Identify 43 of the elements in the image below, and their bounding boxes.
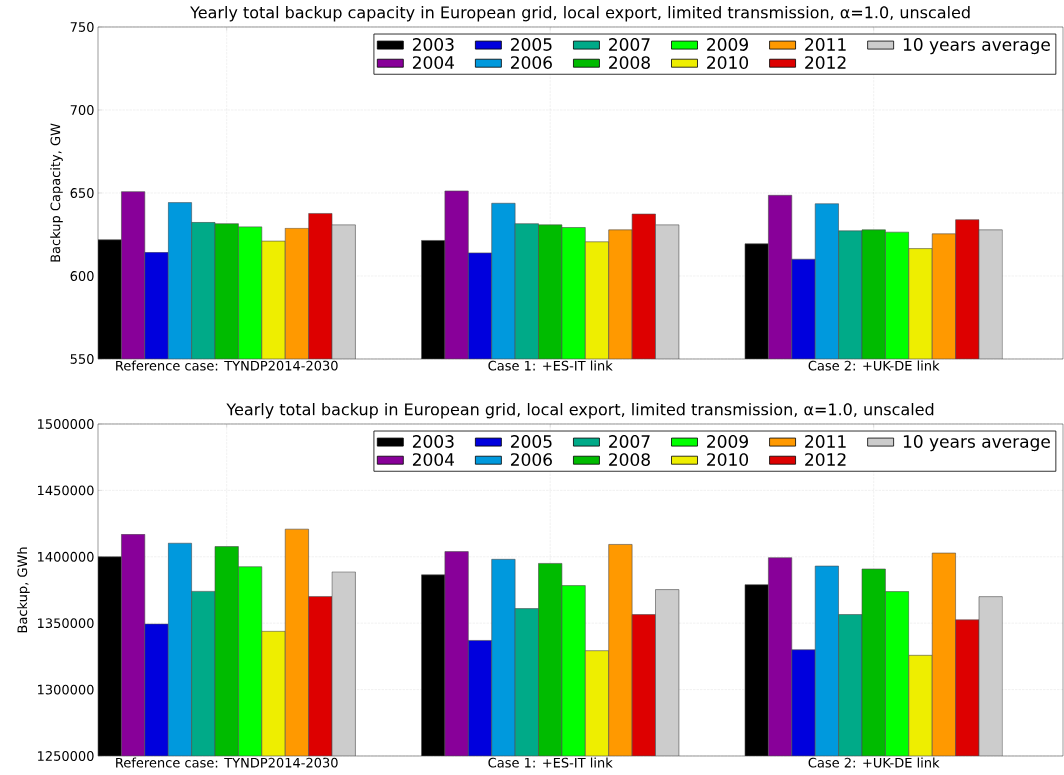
legend-label: 2006 [511, 56, 552, 69]
y-tick-label: 750 [70, 22, 94, 32]
legend-label: 2008 [609, 453, 650, 466]
x-tick-label: Case 2: +UK-DE link [808, 757, 940, 768]
y-tick-label: 1300000 [38, 684, 94, 695]
legend-label: 2011 [805, 38, 846, 51]
x-tick-label: Case 2: +UK-DE link [808, 360, 940, 371]
y-tick-label: 1500000 [38, 419, 94, 429]
legend-label: 10 years average [903, 435, 1050, 452]
legend-label: 2004 [412, 453, 455, 466]
legend-label: 2008 [609, 56, 650, 69]
legend-label: 2012 [805, 453, 846, 466]
y-tick-label: 1350000 [38, 618, 94, 629]
legend-label: 2003 [412, 38, 454, 51]
legend-label: 2004 [412, 56, 455, 69]
chart-title: Yearly total backup in European grid, local export, limited transmission, α=1.0, unscaled [226, 402, 934, 419]
legend-label: 2012 [805, 56, 846, 69]
x-tick-label: Reference case: TYNDP2014-2030 [116, 360, 338, 371]
y-tick-label: 1250000 [38, 751, 94, 761]
y-tick-label: 700 [70, 105, 94, 115]
y-tick-label: 550 [70, 354, 94, 364]
legend-label: 2005 [511, 435, 552, 448]
legend-label: 2010 [707, 453, 749, 466]
legend-label: 10 years average [903, 38, 1050, 55]
chart-title: Yearly total backup capacity in European grid, local export, limited transmission, α=1.0, unscaled [190, 5, 970, 22]
y-tick-label: 1400000 [38, 551, 94, 562]
x-tick-label: Case 1: +ES-IT link [488, 757, 613, 768]
legend-label: 2006 [511, 453, 552, 466]
legend-label: 2009 [707, 38, 748, 51]
x-tick-label: Case 1: +ES-IT link [488, 360, 613, 371]
legend-label: 2010 [707, 56, 749, 69]
legend-label: 2005 [511, 38, 552, 51]
y-axis-title: Backup, GWh [17, 547, 30, 633]
legend-label: 2003 [412, 435, 454, 448]
y-tick-label: 1450000 [38, 485, 94, 496]
y-tick-label: 650 [70, 188, 94, 198]
x-tick-label: Reference case: TYNDP2014-2030 [116, 757, 338, 768]
y-tick-label: 600 [70, 271, 94, 281]
y-axis-title: Backup Capacity, GW [50, 123, 63, 262]
legend-label: 2007 [609, 435, 650, 448]
legend-label: 2007 [609, 38, 650, 51]
legend-label: 2011 [805, 435, 846, 448]
legend-label: 2009 [707, 435, 748, 448]
